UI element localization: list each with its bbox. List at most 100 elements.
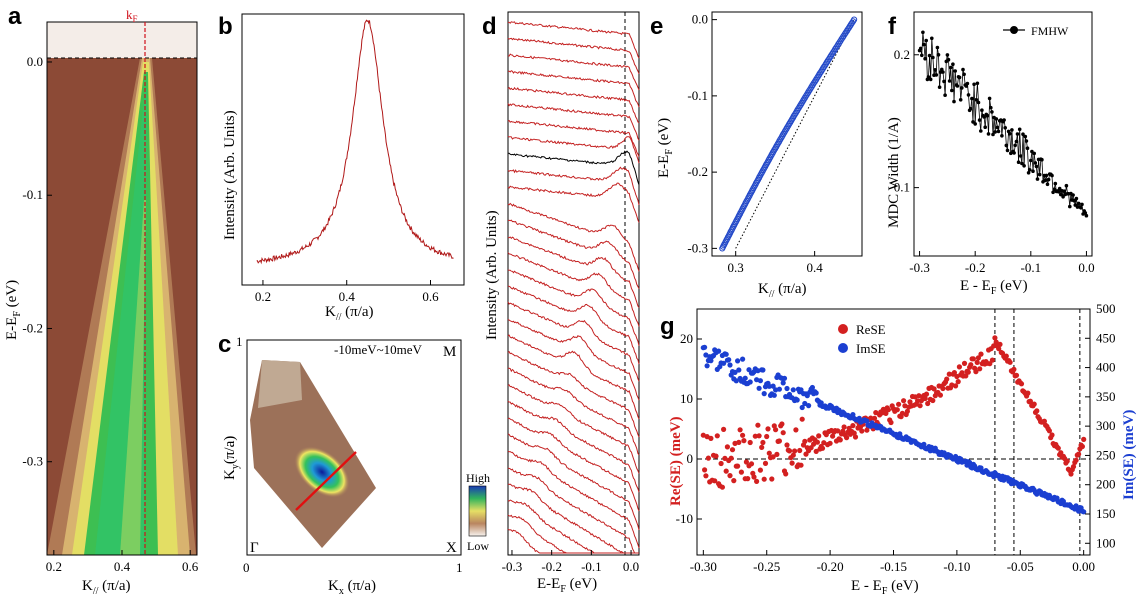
panel-c-colorbar-high: High [466, 471, 490, 485]
panel-g-im-point [726, 357, 732, 363]
panel-f-ytick-label-0: 0.2 [894, 47, 910, 62]
panel-g-re-point [841, 424, 847, 430]
panel-f-point [957, 75, 962, 80]
panel-g-re-point [1007, 359, 1013, 365]
panel-f-point [936, 53, 941, 57]
panel-e-yticks: 0.0 -0.1 -0.2 -0.3 [687, 12, 717, 255]
panel-g-re-point [766, 450, 772, 456]
panel-f-segment [1039, 159, 1042, 175]
panel-c-ytick-1: 1 [236, 334, 243, 349]
panel-g-re-point [978, 351, 984, 357]
panel-a-xtick-label-0: 0.2 [46, 559, 62, 574]
panel-f-segment [953, 70, 956, 102]
panel-d-edc-10 [507, 182, 640, 223]
panel-g-xtick-label-5: -0.05 [1007, 559, 1034, 574]
panel-g-re-point [852, 434, 859, 440]
panel-g-im-point [735, 358, 741, 364]
panel-f-point [1051, 190, 1055, 195]
panel-g-re-point [968, 362, 974, 368]
panel-g-ytick-right-label-8: 100 [1096, 535, 1116, 550]
panel-e-bare-band [735, 19, 855, 249]
panel-g-re-point [792, 448, 798, 454]
panel-g-re-point [731, 478, 737, 484]
panel-d-edc-3 [507, 70, 640, 108]
panel-g-re-point [873, 410, 879, 416]
panel-g-ytick-right-label-0: 500 [1096, 301, 1116, 316]
panel-g-yticks-left: 20 10 0 -10 [676, 331, 702, 526]
panel-d: d -0.3 -0.2 -0.1 0.0 Intensity (Arb. Units)… [482, 11, 640, 595]
panel-d-edc-19 [507, 334, 640, 420]
panel-e-label: e [650, 13, 663, 40]
panel-f-point [1040, 157, 1044, 162]
panel-d-edc-28 [507, 483, 639, 554]
panel-f-point [1020, 161, 1024, 166]
panel-f-point [972, 82, 976, 87]
panel-g-im-point [781, 375, 788, 381]
panel-b: b 0.2 0.4 0.6 Intensity (Arb. Units) K// (… [218, 13, 465, 323]
panel-g-re-point [747, 439, 753, 446]
panel-g-re-point [907, 399, 913, 405]
panel-g-im-point [760, 367, 766, 373]
panel-f-segment [954, 70, 957, 85]
panel-d-edc-1 [507, 37, 640, 74]
panel-d-edc-4 [507, 86, 640, 124]
panel-g-re-point [977, 366, 983, 372]
panel-g-xtick-label-4: -0.10 [943, 559, 970, 574]
panel-a-yticks: 0.0 -0.1 -0.2 -0.3 [22, 54, 52, 469]
panel-g-xtick-label-1: -0.25 [753, 559, 780, 574]
panel-g-re-point [844, 435, 850, 441]
panel-g-re-point [740, 432, 746, 438]
panel-g-re-point [974, 359, 980, 365]
panel-f-point [927, 53, 932, 58]
panel-f-xtick-label-3: 0.0 [1078, 260, 1094, 275]
panel-g-re-point [760, 439, 766, 446]
panel-f-segment [967, 83, 969, 95]
panel-g-ytick-left-label-0: 20 [680, 331, 693, 346]
panel-a-xticks: 0.2 0.4 0.6 [46, 550, 199, 574]
panel-d-edc-14 [507, 252, 640, 327]
panel-g-im-point [864, 418, 870, 424]
panel-d-edc-7 [507, 135, 640, 164]
panel-g-re-point [868, 415, 874, 421]
panel-c-colorbar [468, 485, 487, 537]
panel-f-xtick-label-2: -0.1 [1021, 260, 1042, 275]
panel-d-edc-31 [507, 528, 639, 554]
panel-g-ytick-right-label-2: 400 [1096, 360, 1116, 375]
panel-g-re-point [789, 460, 795, 466]
panel-f-label: f [888, 13, 897, 40]
panel-f-point [1033, 161, 1038, 165]
panel-f-segment [1001, 121, 1004, 136]
panel-g-re-point [883, 410, 889, 416]
panel-d-label: d [482, 13, 497, 40]
panel-f-point [982, 115, 986, 119]
panel-g-im-point [780, 380, 786, 386]
panel-d-edc-8 [508, 150, 640, 185]
panel-g-imSE-points [700, 344, 1087, 515]
panel-g-xtick-label-6: 0.00 [1072, 559, 1095, 574]
panel-g-re-point [793, 427, 799, 433]
panel-d-xtick-label-1: -0.2 [541, 559, 562, 574]
panel-f-point [965, 81, 970, 86]
panel-g-re-point [719, 484, 726, 490]
panel-g-re-point [973, 369, 979, 375]
panel-g-ylabel-left: Re(SE) (meV) [668, 416, 684, 506]
panel-g-re-point [705, 455, 712, 461]
panel-g-re-point [756, 433, 762, 439]
panel-d-edc-16 [507, 285, 640, 365]
panel-g-re-point [896, 401, 902, 407]
panel-g-re-point [830, 433, 836, 439]
panel-e-ytick-label-2: -0.2 [687, 164, 708, 179]
panel-g-re-point [1079, 443, 1085, 450]
panel-e-xtick-label-0: 0.3 [728, 260, 744, 275]
panel-b-label: b [218, 13, 233, 40]
panel-g-re-point [989, 357, 996, 363]
panel-f-point [940, 67, 944, 72]
panel-g-re-point [745, 476, 751, 482]
panel-f-point [1013, 143, 1017, 148]
panel-g-re-point [894, 407, 900, 413]
panel-d-edc-25 [507, 433, 640, 531]
panel-d-ylabel: Intensity (Arb. Units) [484, 210, 500, 340]
panel-g-re-point [963, 373, 969, 379]
panel-g-re-point [1049, 432, 1055, 438]
panel-g-re-point [835, 428, 841, 434]
